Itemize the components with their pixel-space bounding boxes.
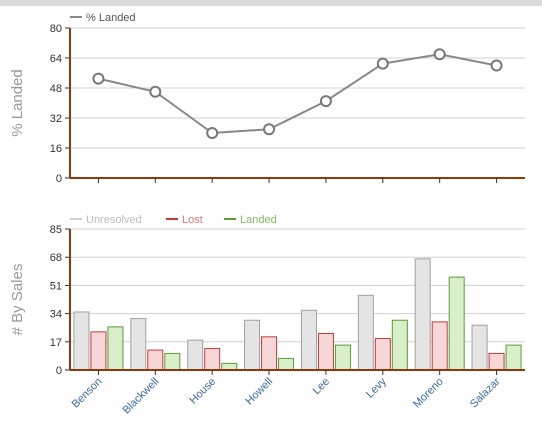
line-y-tick-label: 48 — [50, 83, 62, 95]
bar-unresolved-moreno — [414, 258, 431, 371]
line-y-tick-label: 32 — [50, 113, 62, 125]
bar-legend-label-unresolved: Unresolved — [86, 214, 142, 226]
bar-y-tick-label: 85 — [50, 224, 62, 236]
line-point-lee — [319, 95, 332, 108]
bar-y-tick-label: 68 — [50, 252, 62, 264]
bar-landed-blackwell — [164, 352, 181, 371]
line-point-moreno — [433, 48, 446, 61]
bar-unresolved-howell — [244, 319, 261, 371]
bar-unresolved-benson — [73, 311, 90, 371]
bar-y-axis-title: # By Sales — [9, 264, 26, 336]
line-series-path — [98, 53, 497, 135]
bar-landed-howell — [278, 357, 295, 371]
bar-lost-blackwell — [147, 349, 164, 371]
bar-lost-benson — [90, 331, 107, 371]
bar-lost-salazar — [488, 352, 505, 371]
line-legend-label: % Landed — [86, 12, 136, 24]
bar-lost-lee — [317, 333, 334, 371]
bar-landed-levy — [391, 319, 408, 371]
bar-landed-moreno — [448, 276, 465, 371]
line-y-tick-label: 16 — [50, 143, 62, 155]
line-y-tick-label: 80 — [50, 23, 62, 35]
bar-lost-howell — [261, 336, 278, 371]
bar-lost-moreno — [431, 321, 448, 371]
bar-unresolved-levy — [357, 294, 374, 371]
line-y-tick-label: 0 — [56, 173, 62, 185]
bar-y-tick-label: 34 — [50, 309, 62, 321]
bar-legend-label-landed: Landed — [240, 214, 277, 226]
line-point-house — [206, 127, 219, 139]
line-point-salazar — [490, 59, 503, 72]
bar-y-tick-label: 17 — [50, 337, 62, 349]
bar-landed-salazar — [505, 344, 522, 371]
bar-y-tick-label: 51 — [50, 280, 62, 292]
bar-lost-levy — [374, 337, 391, 371]
line-y-axis-title: % Landed — [9, 69, 26, 137]
line-point-benson — [92, 72, 105, 85]
line-point-levy — [376, 57, 389, 70]
bar-unresolved-house — [187, 339, 204, 371]
bar-landed-benson — [107, 326, 124, 371]
bar-unresolved-lee — [300, 309, 317, 371]
line-point-blackwell — [149, 85, 162, 98]
bar-landed-lee — [334, 344, 351, 371]
bar-unresolved-blackwell — [130, 318, 147, 371]
line-point-howell — [263, 123, 276, 136]
bar-unresolved-salazar — [471, 324, 488, 371]
bar-legend-label-lost: Lost — [182, 214, 203, 226]
bar-lost-house — [204, 347, 221, 371]
line-y-tick-label: 64 — [50, 53, 62, 65]
bar-y-tick-label: 0 — [56, 365, 62, 377]
